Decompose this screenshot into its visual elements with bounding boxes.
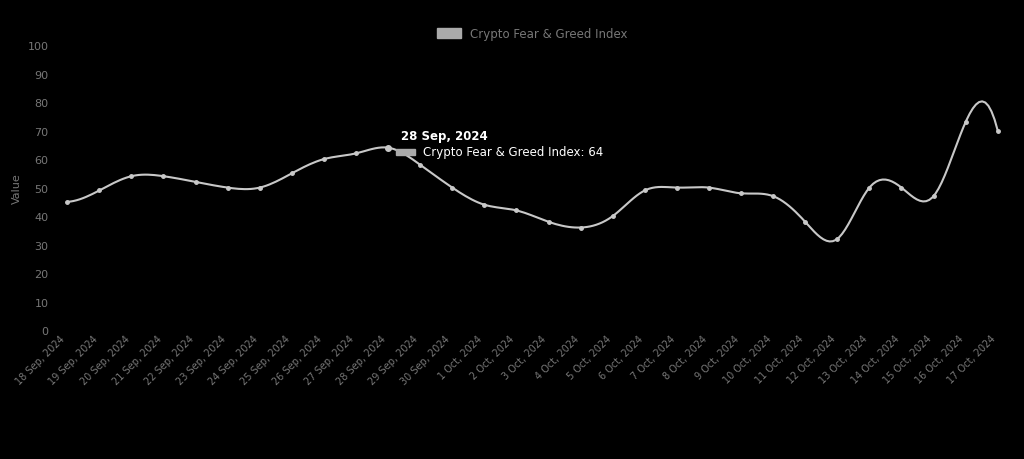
Text: Crypto Fear & Greed Index: 64: Crypto Fear & Greed Index: 64 — [423, 146, 603, 159]
FancyBboxPatch shape — [396, 150, 416, 156]
Legend: Crypto Fear & Greed Index: Crypto Fear & Greed Index — [432, 23, 633, 46]
Text: 28 Sep, 2024: 28 Sep, 2024 — [401, 130, 487, 143]
Y-axis label: Value: Value — [12, 173, 22, 203]
